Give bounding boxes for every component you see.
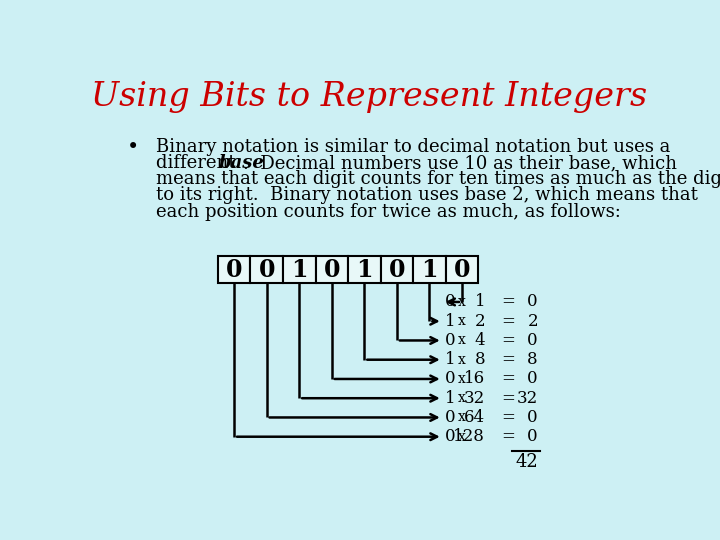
Text: 0: 0 bbox=[454, 258, 470, 282]
Text: 0: 0 bbox=[445, 332, 456, 349]
Text: =: = bbox=[502, 332, 516, 349]
Text: .  Decimal numbers use 10 as their base, which: . Decimal numbers use 10 as their base, … bbox=[243, 154, 678, 172]
Text: means that each digit counts for ten times as much as the digit: means that each digit counts for ten tim… bbox=[156, 170, 720, 188]
Text: 32: 32 bbox=[517, 390, 538, 407]
Text: Using Bits to Represent Integers: Using Bits to Represent Integers bbox=[91, 81, 647, 113]
Text: x: x bbox=[458, 391, 466, 405]
Text: 0: 0 bbox=[389, 258, 405, 282]
Text: 2: 2 bbox=[474, 313, 485, 330]
Text: x: x bbox=[458, 410, 466, 424]
Text: to its right.  Binary notation uses base 2, which means that: to its right. Binary notation uses base … bbox=[156, 186, 698, 205]
Bar bbox=[446, 256, 478, 284]
Text: 0: 0 bbox=[527, 428, 538, 445]
Bar bbox=[218, 256, 251, 284]
Text: 1: 1 bbox=[421, 258, 438, 282]
Text: 0: 0 bbox=[445, 370, 456, 388]
Text: 0: 0 bbox=[527, 409, 538, 426]
Text: 32: 32 bbox=[464, 390, 485, 407]
Text: 0: 0 bbox=[527, 370, 538, 388]
Text: different: different bbox=[156, 154, 241, 172]
Text: 0: 0 bbox=[226, 258, 243, 282]
Text: 16: 16 bbox=[464, 370, 485, 388]
Text: =: = bbox=[502, 390, 516, 407]
Text: 8: 8 bbox=[474, 351, 485, 368]
Text: 0: 0 bbox=[258, 258, 275, 282]
Bar bbox=[251, 256, 283, 284]
Text: 4: 4 bbox=[474, 332, 485, 349]
Text: 1: 1 bbox=[445, 390, 456, 407]
Text: =: = bbox=[502, 370, 516, 388]
Bar bbox=[413, 256, 446, 284]
Text: x: x bbox=[458, 372, 466, 386]
Text: 0: 0 bbox=[323, 258, 340, 282]
Text: 128: 128 bbox=[454, 428, 485, 445]
Text: x: x bbox=[458, 334, 466, 347]
Bar bbox=[381, 256, 413, 284]
Text: 64: 64 bbox=[464, 409, 485, 426]
Text: x: x bbox=[458, 430, 466, 444]
Text: 2: 2 bbox=[527, 313, 538, 330]
Text: x: x bbox=[458, 314, 466, 328]
Text: base: base bbox=[218, 154, 264, 172]
Text: 0: 0 bbox=[445, 428, 456, 445]
Text: each position counts for twice as much, as follows:: each position counts for twice as much, … bbox=[156, 202, 621, 221]
Text: 0: 0 bbox=[527, 293, 538, 310]
Bar bbox=[315, 256, 348, 284]
Text: 0: 0 bbox=[527, 332, 538, 349]
Text: 1: 1 bbox=[445, 313, 456, 330]
Text: Binary notation is similar to decimal notation but uses a: Binary notation is similar to decimal no… bbox=[156, 138, 670, 156]
Text: =: = bbox=[502, 313, 516, 330]
Text: =: = bbox=[502, 428, 516, 445]
Text: 1: 1 bbox=[445, 351, 456, 368]
Text: =: = bbox=[502, 409, 516, 426]
Text: =: = bbox=[502, 293, 516, 310]
Text: 1: 1 bbox=[474, 293, 485, 310]
Text: x: x bbox=[458, 295, 466, 309]
Bar bbox=[348, 256, 381, 284]
Text: x: x bbox=[458, 353, 466, 367]
Text: 1: 1 bbox=[356, 258, 373, 282]
Text: 1: 1 bbox=[291, 258, 307, 282]
Text: 0: 0 bbox=[445, 293, 456, 310]
Text: 42: 42 bbox=[516, 453, 538, 471]
Text: 0: 0 bbox=[445, 409, 456, 426]
Bar bbox=[283, 256, 315, 284]
Text: 8: 8 bbox=[527, 351, 538, 368]
Text: •: • bbox=[127, 138, 140, 157]
Text: =: = bbox=[502, 351, 516, 368]
